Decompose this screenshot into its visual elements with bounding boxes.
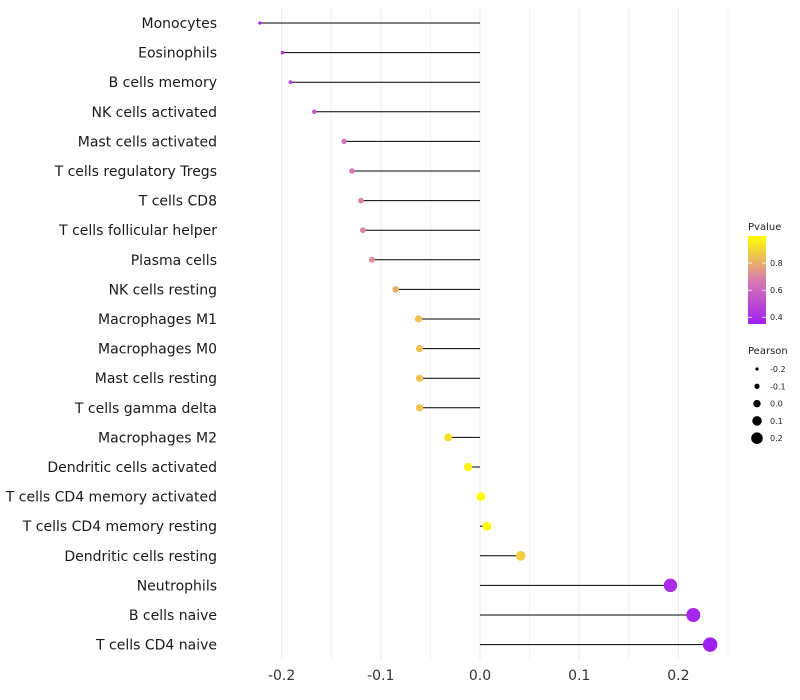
category-label: T cells follicular helper bbox=[58, 223, 217, 239]
category-label: Mast cells resting bbox=[95, 371, 217, 387]
grid-lines bbox=[281, 8, 729, 660]
category-label: Dendritic cells activated bbox=[47, 460, 217, 476]
lollipop-point bbox=[341, 138, 347, 145]
lollipop-point bbox=[368, 256, 375, 263]
pvalue-legend: Pvalue 0.4 0.6 0.8 bbox=[748, 222, 783, 324]
category-label: Dendritic cells resting bbox=[64, 549, 217, 565]
size-legend-label: 0.2 bbox=[770, 434, 783, 443]
lollipop-point bbox=[258, 21, 262, 25]
category-label: B cells memory bbox=[109, 75, 217, 91]
size-legend-label: -0.1 bbox=[770, 382, 786, 391]
lollipop-point bbox=[415, 345, 424, 353]
x-tick-label: -0.1 bbox=[367, 668, 394, 684]
category-labels: Monocytes Eosinophils B cells memory NK cel… bbox=[5, 16, 217, 654]
size-legend-key bbox=[752, 416, 762, 426]
x-tick-label: 0.2 bbox=[667, 668, 689, 684]
lollipop-point bbox=[663, 578, 678, 593]
category-label: Macrophages M2 bbox=[98, 430, 217, 446]
x-axis-ticks: -0.2 -0.1 0.0 0.1 0.2 bbox=[268, 668, 690, 684]
category-label: Monocytes bbox=[142, 16, 217, 32]
lollipop-stems bbox=[259, 22, 711, 646]
category-label: T cells regulatory Tregs bbox=[54, 164, 217, 180]
category-label: T cells CD4 naive bbox=[95, 638, 217, 654]
size-legend-key bbox=[755, 367, 759, 371]
category-label: T cells CD4 memory resting bbox=[22, 519, 217, 535]
lollipop-points bbox=[258, 21, 718, 652]
lollipop-point bbox=[702, 637, 718, 652]
lollipop-point bbox=[463, 462, 473, 472]
size-legend-key bbox=[751, 432, 763, 445]
category-label: Eosinophils bbox=[138, 46, 217, 62]
lollipop-point bbox=[312, 109, 317, 115]
pearson-legend: Pearson -0.2 -0.1 0.0 0.1 0.2 bbox=[748, 346, 788, 445]
lollipop-point bbox=[280, 50, 285, 55]
lollipop-point bbox=[358, 197, 364, 204]
size-legend-key bbox=[754, 383, 760, 389]
size-legend-label: 0.1 bbox=[770, 417, 783, 426]
pvalue-legend-title: Pvalue bbox=[748, 222, 781, 233]
category-label: T cells gamma delta bbox=[74, 401, 217, 417]
pearson-legend-title: Pearson bbox=[748, 346, 788, 357]
lollipop-point bbox=[392, 286, 399, 293]
category-label: T cells CD8 bbox=[138, 194, 217, 210]
lollipop-point bbox=[360, 227, 366, 234]
category-label: Macrophages M1 bbox=[98, 312, 217, 328]
colorbar-tick-label: 0.6 bbox=[770, 286, 783, 295]
x-tick-label: 0.1 bbox=[568, 668, 590, 684]
lollipop-point bbox=[415, 404, 424, 412]
pvalue-colorbar bbox=[748, 236, 766, 324]
lollipop-point bbox=[515, 550, 526, 561]
category-label: T cells CD4 memory activated bbox=[5, 490, 217, 506]
lollipop-point bbox=[415, 374, 424, 382]
x-tick-label: 0.0 bbox=[469, 668, 491, 684]
category-label: Neutrophils bbox=[137, 578, 217, 594]
category-label: Mast cells activated bbox=[78, 134, 217, 150]
lollipop-point bbox=[476, 492, 486, 501]
category-label: NK cells resting bbox=[109, 282, 217, 298]
size-legend-label: 0.0 bbox=[770, 400, 783, 409]
colorbar-tick-label: 0.8 bbox=[770, 259, 783, 268]
category-label: NK cells activated bbox=[92, 105, 217, 121]
colorbar-tick-label: 0.4 bbox=[770, 313, 783, 322]
lollipop-point bbox=[686, 607, 701, 623]
x-tick-label: -0.2 bbox=[268, 668, 295, 684]
lollipop-point bbox=[414, 315, 423, 323]
category-label: B cells naive bbox=[129, 608, 217, 624]
category-label: Macrophages M0 bbox=[98, 342, 217, 358]
lollipop-point bbox=[349, 168, 355, 174]
size-legend-label: -0.2 bbox=[770, 365, 786, 374]
lollipop-point bbox=[482, 521, 492, 531]
size-legend-key bbox=[753, 399, 761, 408]
lollipop-point bbox=[444, 433, 453, 442]
category-label: Plasma cells bbox=[131, 253, 217, 269]
lollipop-point bbox=[288, 80, 293, 85]
